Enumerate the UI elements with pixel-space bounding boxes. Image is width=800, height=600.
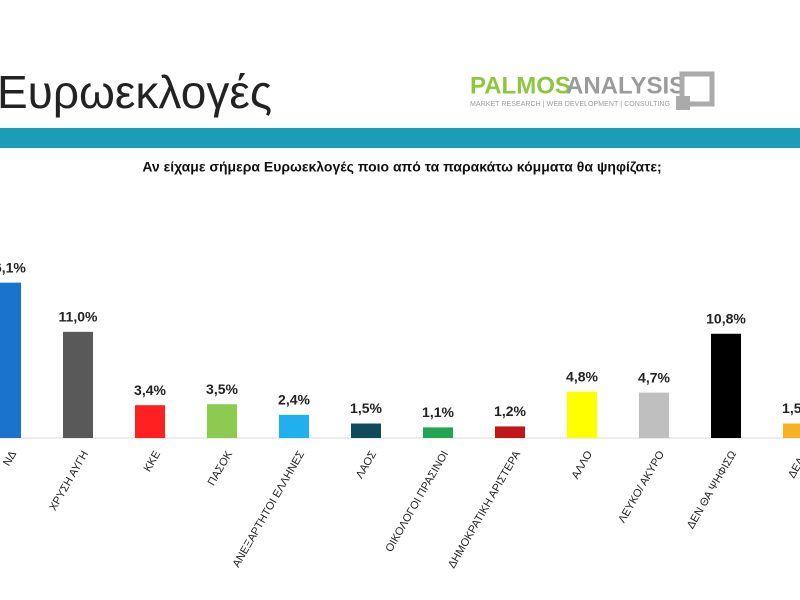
- bar: [423, 427, 453, 438]
- value-label: 10,8%: [706, 310, 746, 326]
- value-label: 2,4%: [278, 392, 310, 408]
- bar: [711, 333, 741, 438]
- x-tick-label: ΑΝΕΞΑΡΤΗΤΟΙ ΕΛΛΗΝΕΣ: [231, 449, 308, 570]
- bar: [639, 392, 669, 438]
- x-tick-label: ΔΗΜΟΚΡΑΤΙΚΗ ΑΡΙΣΤΕΡΑ: [446, 448, 523, 570]
- value-label: 1,5%: [782, 400, 800, 416]
- value-label: 3,5%: [206, 381, 238, 397]
- x-tick-label: ΟΙΚΟΛΟΓΟΙ ΠΡΑΣΙΝΟΙ: [383, 449, 451, 554]
- logo-left: PALMOS: [470, 72, 571, 99]
- logo-icon: [679, 71, 715, 107]
- value-label: 1,1%: [422, 404, 454, 420]
- logo: PALMOS ANALYSIS MARKET RESEARCH | WEB DE…: [470, 71, 715, 110]
- value-label: 1,2%: [494, 403, 526, 419]
- logo-tagline: MARKET RESEARCH | WEB DEVELOPMENT | CONS…: [470, 101, 670, 108]
- bar: [0, 282, 21, 438]
- logo-icon: [676, 96, 690, 110]
- value-label: 11,0%: [59, 309, 98, 325]
- value-label: 1,5%: [350, 400, 382, 416]
- x-tick-label: ΑΛΛΟ: [570, 449, 596, 482]
- x-tick-label: ΠΑΣΟΚ: [206, 448, 236, 487]
- chart-title: Αν είχαμε σήμερα Ευρωεκλογές ποιο από τα…: [142, 159, 661, 175]
- x-tick-label: ΔΕΔΑ: [786, 448, 800, 480]
- bar: [207, 404, 237, 438]
- bar: [567, 391, 597, 438]
- x-tick-label: ΧΡΥΣΗ ΑΥΓΗ: [47, 449, 91, 513]
- x-tick-label: ΚΚΕ: [142, 449, 163, 474]
- bar: [351, 423, 381, 438]
- value-label: 4,8%: [566, 368, 598, 384]
- slide-title: Ευρωεκλογές: [0, 66, 272, 118]
- bar: [63, 331, 93, 438]
- banner-stripe: [0, 128, 800, 148]
- value-label: 16,1%: [0, 259, 26, 275]
- bar: [279, 414, 309, 438]
- bar: [783, 423, 800, 438]
- x-tick-label: ΛΑΟΣ: [354, 449, 379, 481]
- x-tick-label: ΔΕΝ ΘΑ ΨΗΦΙΣΩ: [685, 449, 739, 531]
- x-tick-label: ΛΕΥΚΟ/ ΑΚΥΡΟ: [616, 449, 667, 526]
- bar: [135, 405, 165, 438]
- value-label: 4,7%: [638, 369, 670, 385]
- bar: [495, 426, 525, 438]
- x-tick-label: ΝΔ: [1, 448, 19, 468]
- value-label: 3,4%: [134, 382, 166, 398]
- logo-right: ANALYSIS: [566, 72, 685, 99]
